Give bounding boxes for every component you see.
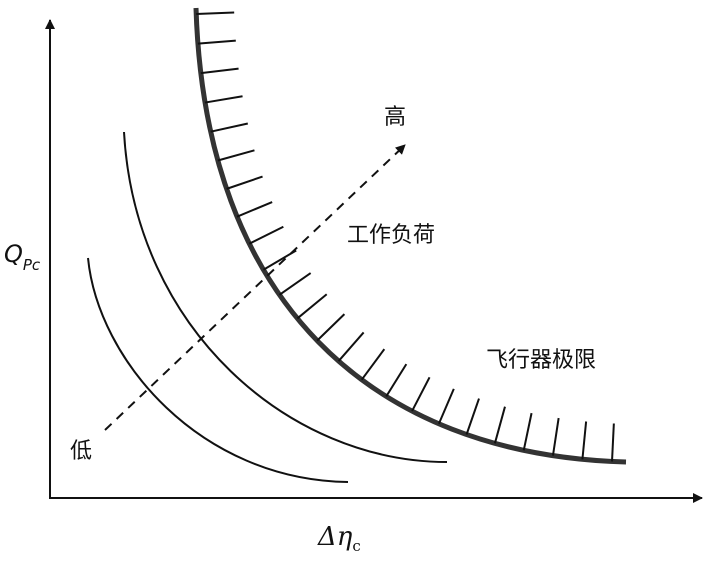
hatch-line — [551, 417, 560, 456]
hatch-line — [210, 122, 249, 133]
workload-arrow — [104, 144, 406, 431]
hatch-line — [316, 313, 346, 342]
hatch-line — [196, 11, 235, 15]
hatch-line — [226, 175, 263, 190]
hatch-line — [278, 272, 312, 296]
hatch-line — [581, 421, 588, 460]
hatch-line — [465, 398, 480, 435]
y-axis-label: QPc — [4, 240, 41, 274]
y-label-main: Q — [4, 240, 23, 268]
workload-label: 工作负荷 — [347, 223, 435, 248]
hatch-line — [437, 388, 455, 425]
hatch-line — [197, 39, 236, 45]
hatch-line — [411, 376, 431, 412]
limit-curve — [193, 7, 627, 465]
hatch-line — [493, 406, 506, 444]
hatch-line — [611, 423, 615, 462]
hatch-line — [204, 95, 243, 104]
high-label: 高 — [384, 105, 406, 130]
limit-label: 飞行器极限 — [486, 348, 596, 373]
hatch-line — [337, 331, 365, 362]
hatch-line — [200, 67, 239, 75]
hatch-line — [217, 149, 255, 162]
x-axis-label: Δηc — [317, 522, 361, 555]
x-label-main: Δη — [317, 522, 353, 552]
hatch-line — [385, 363, 408, 397]
low-label: 低 — [70, 439, 92, 464]
hatch-line — [522, 412, 533, 451]
curve-mid — [123, 131, 448, 463]
x-label-sub: c — [352, 537, 360, 555]
y-label-sub: Pc — [23, 256, 41, 274]
hatch-line — [248, 225, 284, 245]
hatch-line — [236, 201, 273, 218]
hatch-line — [360, 348, 386, 381]
hatch-line — [296, 293, 328, 320]
curve-low — [87, 257, 349, 483]
